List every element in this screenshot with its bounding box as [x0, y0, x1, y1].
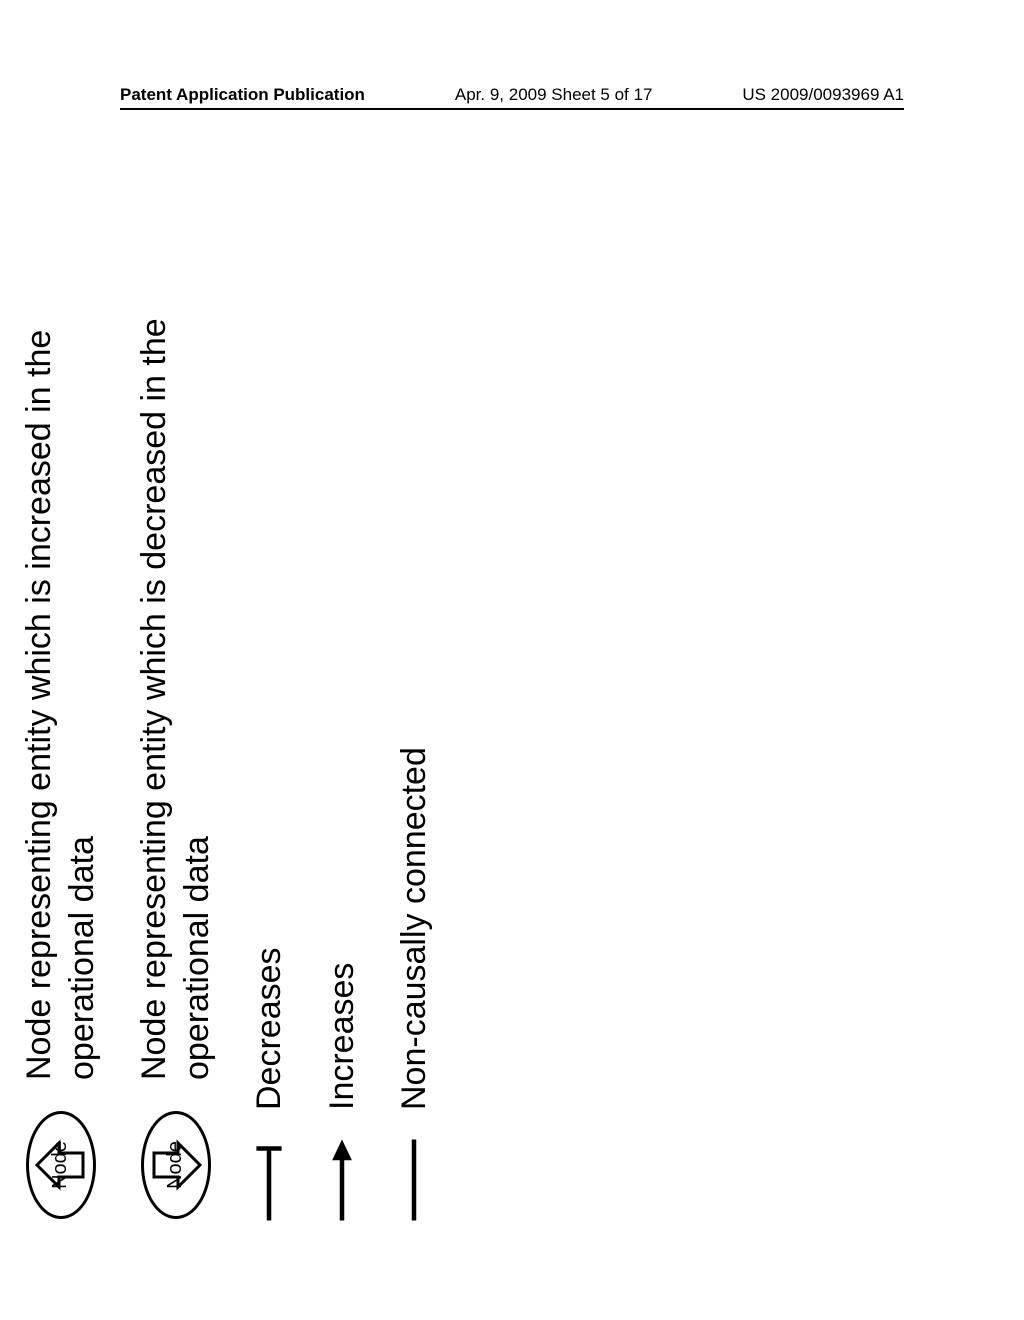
header-left: Patent Application Publication: [120, 85, 365, 105]
legend: Node Node representing entity which is e…: [0, 165, 436, 1225]
line-arrow-icon: [322, 1135, 362, 1225]
node-label: Node: [164, 1141, 187, 1189]
legend-row: Increases: [321, 165, 364, 1225]
page-header: Patent Application Publication Apr. 9, 2…: [0, 85, 1024, 105]
legend-row: Node Node representing entity which is d…: [133, 165, 218, 1225]
legend-row: Decreases: [248, 165, 291, 1225]
ellipse-up-icon: Node: [26, 1105, 96, 1225]
legend-text: Increases: [321, 963, 364, 1110]
legend-row: Non-causally connected: [393, 165, 436, 1225]
header-center: Apr. 9, 2009 Sheet 5 of 17: [455, 85, 653, 105]
legend-row: Node Node representing entity which is i…: [18, 165, 103, 1225]
legend-text: Node representing entity which is increa…: [18, 165, 103, 1080]
ellipse-down-icon: Node: [141, 1105, 211, 1225]
legend-text: Node representing entity which is decrea…: [133, 165, 218, 1080]
header-right: US 2009/0093969 A1: [742, 85, 904, 105]
line-bar-icon: [249, 1135, 289, 1225]
legend-text: Decreases: [248, 947, 291, 1110]
header-rule: [120, 108, 904, 110]
node-label: Node: [49, 1141, 72, 1189]
legend-text: Non-causally connected: [393, 747, 436, 1110]
figure-area: Figure 5 Node Node representing entity w…: [0, 325, 1024, 1045]
line-plain-icon: [394, 1135, 434, 1225]
